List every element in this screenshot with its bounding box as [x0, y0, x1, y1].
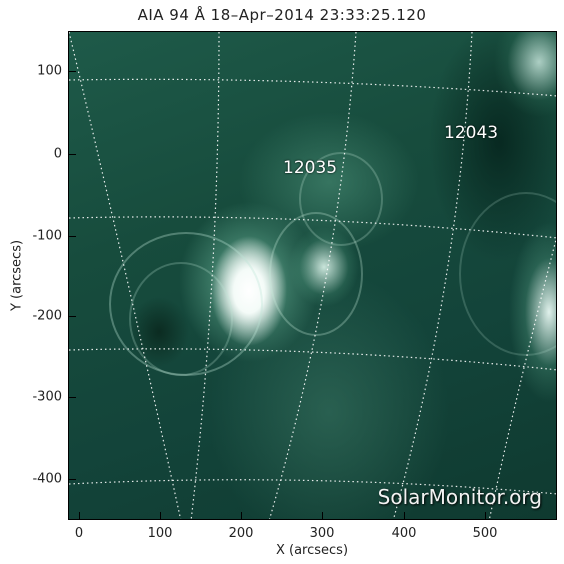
y-tick-label: -400 [32, 471, 62, 487]
longitude-line [69, 32, 182, 519]
y-tick-label: -300 [32, 389, 62, 405]
region-label: 12043 [444, 123, 499, 143]
x-tick-label: 500 [472, 526, 498, 541]
heliographic-grid [69, 32, 556, 519]
x-tick-mark [160, 512, 161, 520]
image-title: AIA 94 Å 18–Apr–2014 23:33:25.120 [137, 6, 427, 24]
coronal-loop [299, 152, 383, 246]
coronal-loop [129, 262, 233, 376]
longitude-line [488, 237, 556, 519]
region-label: 12035 [283, 158, 338, 178]
x-tick-label: 0 [74, 526, 84, 541]
x-tick-label: 400 [391, 526, 417, 541]
y-tick-mark [68, 154, 76, 155]
latitude-line [69, 78, 556, 97]
latitude-line [69, 348, 556, 371]
x-axis-label: X (arcsecs) [275, 543, 349, 558]
y-tick-mark [68, 236, 76, 237]
y-tick-mark [68, 397, 76, 398]
solar-image: 12035 12043 SolarMonitor.org [68, 31, 557, 520]
x-tick-mark [404, 512, 405, 520]
y-tick-mark [68, 479, 76, 480]
watermark: SolarMonitor.org [377, 485, 542, 509]
x-tick-label: 200 [228, 526, 254, 541]
y-tick-label: -100 [32, 228, 62, 244]
x-tick-mark [241, 512, 242, 520]
longitude-line [392, 32, 473, 519]
y-tick-label: 100 [37, 63, 62, 79]
x-tick-label: 300 [309, 526, 335, 541]
x-tick-mark [79, 512, 80, 520]
y-tick-label: 0 [53, 146, 62, 162]
x-tick-label: 100 [147, 526, 173, 541]
x-tick-mark [322, 512, 323, 520]
y-tick-mark [68, 71, 76, 72]
y-axis-label: Y (arcsecs) [9, 239, 25, 312]
x-tick-mark [485, 512, 486, 520]
y-tick-mark [68, 316, 76, 317]
longitude-line [268, 32, 357, 519]
longitude-line [190, 32, 220, 519]
y-tick-label: -200 [32, 308, 62, 324]
latitude-line [69, 216, 556, 239]
